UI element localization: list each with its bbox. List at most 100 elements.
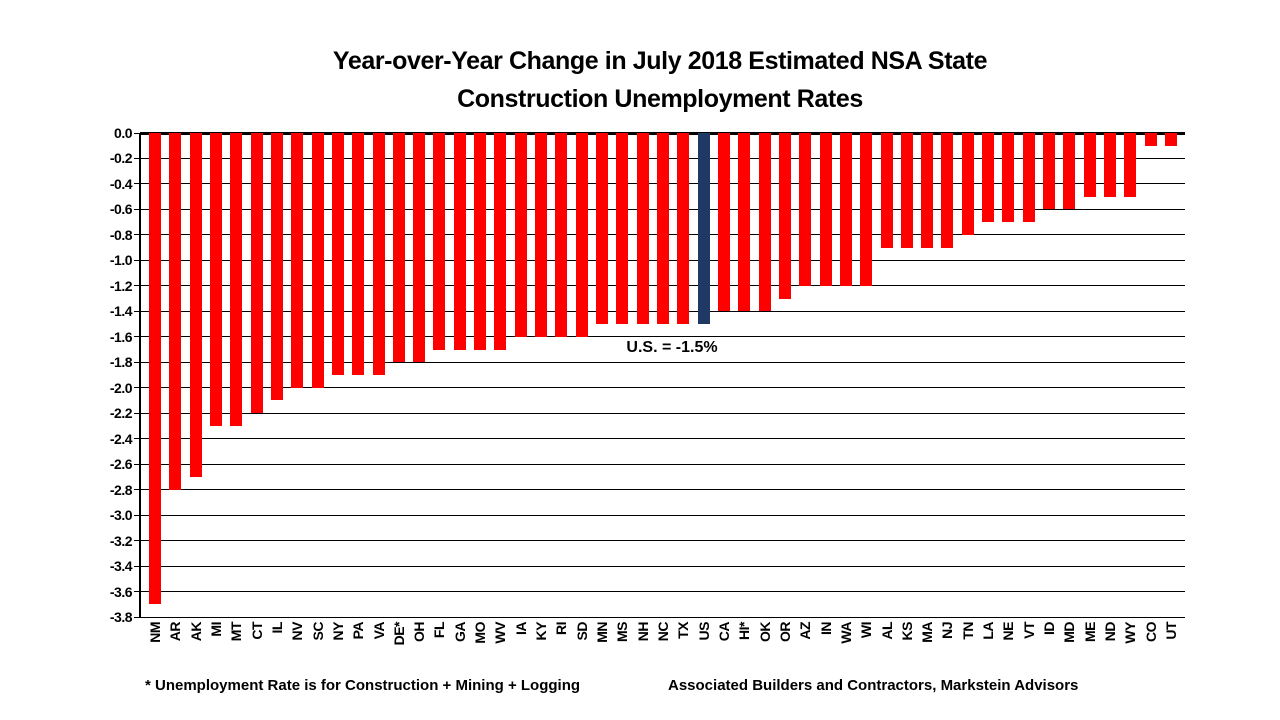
bar-ne xyxy=(1002,133,1015,223)
y-axis-tick xyxy=(134,387,140,389)
bar-ak xyxy=(189,133,202,477)
bar-il xyxy=(270,133,283,401)
x-axis-label-ia: IA xyxy=(512,622,529,635)
bar-wi xyxy=(860,133,873,286)
bar-de xyxy=(392,133,405,363)
bar-ma xyxy=(921,133,934,248)
x-axis-label-al: AL xyxy=(878,622,895,640)
bar-tn xyxy=(961,133,974,235)
bar-nd xyxy=(1104,133,1117,197)
x-axis-label-az: AZ xyxy=(797,622,814,640)
bar-ct xyxy=(250,133,263,414)
x-axis-label-ok: OK xyxy=(756,622,773,642)
y-axis-tick xyxy=(134,463,140,465)
x-axis-label-in: IN xyxy=(817,622,834,635)
x-axis-label-vt: VT xyxy=(1020,622,1037,639)
x-axis-label-va: VA xyxy=(370,622,387,640)
x-axis-label-ak: AK xyxy=(187,622,204,642)
chart-title: Year-over-Year Change in July 2018 Estim… xyxy=(100,42,1220,118)
x-axis-label-oh: OH xyxy=(411,622,428,642)
chart-title-line1: Year-over-Year Change in July 2018 Estim… xyxy=(332,47,988,75)
y-axis-tick xyxy=(134,310,140,312)
y-axis-tick xyxy=(134,361,140,363)
y-axis-tick-label: -2.0 xyxy=(109,379,133,396)
bar-ga xyxy=(453,133,466,350)
bar-mn xyxy=(596,133,609,325)
bar-vt xyxy=(1022,133,1035,223)
bar-la xyxy=(982,133,995,223)
gridline xyxy=(140,387,1185,389)
x-axis-label-tn: TN xyxy=(959,622,976,640)
bar-sd xyxy=(575,133,588,337)
y-axis-tick-label: -1.6 xyxy=(109,328,133,345)
y-axis-tick-label: -2.2 xyxy=(109,405,133,422)
x-axis-label-nv: NV xyxy=(289,622,306,641)
y-axis-tick-label: 0.0 xyxy=(114,125,132,141)
y-axis-tick-label: -0.8 xyxy=(109,226,133,243)
y-axis-tick xyxy=(134,132,140,134)
y-axis-tick-label: -0.4 xyxy=(109,175,133,192)
y-axis-tick xyxy=(134,234,140,236)
bar-wy xyxy=(1124,133,1137,197)
gridline xyxy=(140,540,1185,542)
bar-sc xyxy=(311,133,324,388)
bar-or xyxy=(778,133,791,299)
x-axis-label-mn: MN xyxy=(594,622,611,643)
x-axis-label-ma: MA xyxy=(919,622,936,643)
y-axis-tick xyxy=(134,157,140,159)
y-axis-tick-label: -1.4 xyxy=(109,303,133,320)
x-axis-label-nm: NM xyxy=(147,622,163,643)
y-axis-tick xyxy=(134,616,140,618)
x-axis-label-ri: RI xyxy=(553,622,570,635)
gridline xyxy=(140,438,1185,440)
x-axis-label-mt: MT xyxy=(228,622,245,642)
x-axis-label-nh: NH xyxy=(634,622,651,642)
y-axis-tick-label: -1.8 xyxy=(109,354,133,371)
y-axis-tick xyxy=(134,438,140,440)
bar-ca xyxy=(717,133,730,312)
bar-ri xyxy=(555,133,568,337)
x-axis-label-sc: SC xyxy=(309,622,326,641)
x-axis-label-us: US xyxy=(695,622,712,641)
x-axis-label-co: CO xyxy=(1142,622,1159,642)
bar-nm xyxy=(149,133,161,605)
bar-nv xyxy=(291,133,304,388)
x-axis-label-me: ME xyxy=(1081,622,1098,642)
y-axis-tick-label: -0.2 xyxy=(109,150,133,167)
x-axis-label-id: ID xyxy=(1041,622,1058,635)
bar-mi xyxy=(209,133,222,426)
y-axis-tick-label: -3.6 xyxy=(109,583,133,600)
bar-wa xyxy=(839,133,852,286)
x-axis-label-ut: UT xyxy=(1163,622,1179,640)
bar-nj xyxy=(941,133,954,248)
y-axis-tick-label: -2.4 xyxy=(109,430,133,447)
bar-ms xyxy=(616,133,629,325)
x-axis-label-mi: MI xyxy=(207,622,224,637)
footnote-unemployment-definition: * Unemployment Rate is for Construction … xyxy=(145,677,581,694)
x-axis-label-fl: FL xyxy=(431,622,448,639)
x-axis-label-de: DE* xyxy=(390,622,407,646)
bar-in xyxy=(819,133,832,286)
gridline xyxy=(140,565,1185,567)
y-axis-tick-label: -3.2 xyxy=(109,532,133,549)
y-axis-tick xyxy=(134,540,140,542)
bar-md xyxy=(1063,133,1076,210)
x-axis-label-tx: TX xyxy=(675,622,692,639)
bar-ut xyxy=(1165,133,1177,146)
y-axis-tick xyxy=(134,591,140,593)
x-axis-label-pa: PA xyxy=(350,622,367,640)
y-axis-line xyxy=(139,133,141,617)
y-axis-tick-label: -3.0 xyxy=(109,507,133,524)
y-axis-tick xyxy=(134,489,140,491)
y-axis-tick-label: -2.6 xyxy=(109,456,133,473)
bar-al xyxy=(880,133,893,248)
bar-co xyxy=(1144,133,1157,146)
gridline xyxy=(140,463,1185,465)
y-axis-tick xyxy=(134,208,140,210)
bar-fl xyxy=(433,133,446,350)
chart-title-line2: Construction Unemployment Rates xyxy=(457,85,863,113)
x-axis-label-ms: MS xyxy=(614,622,631,642)
x-axis-label-wi: WI xyxy=(858,622,875,639)
x-axis-label-ct: CT xyxy=(248,622,265,640)
